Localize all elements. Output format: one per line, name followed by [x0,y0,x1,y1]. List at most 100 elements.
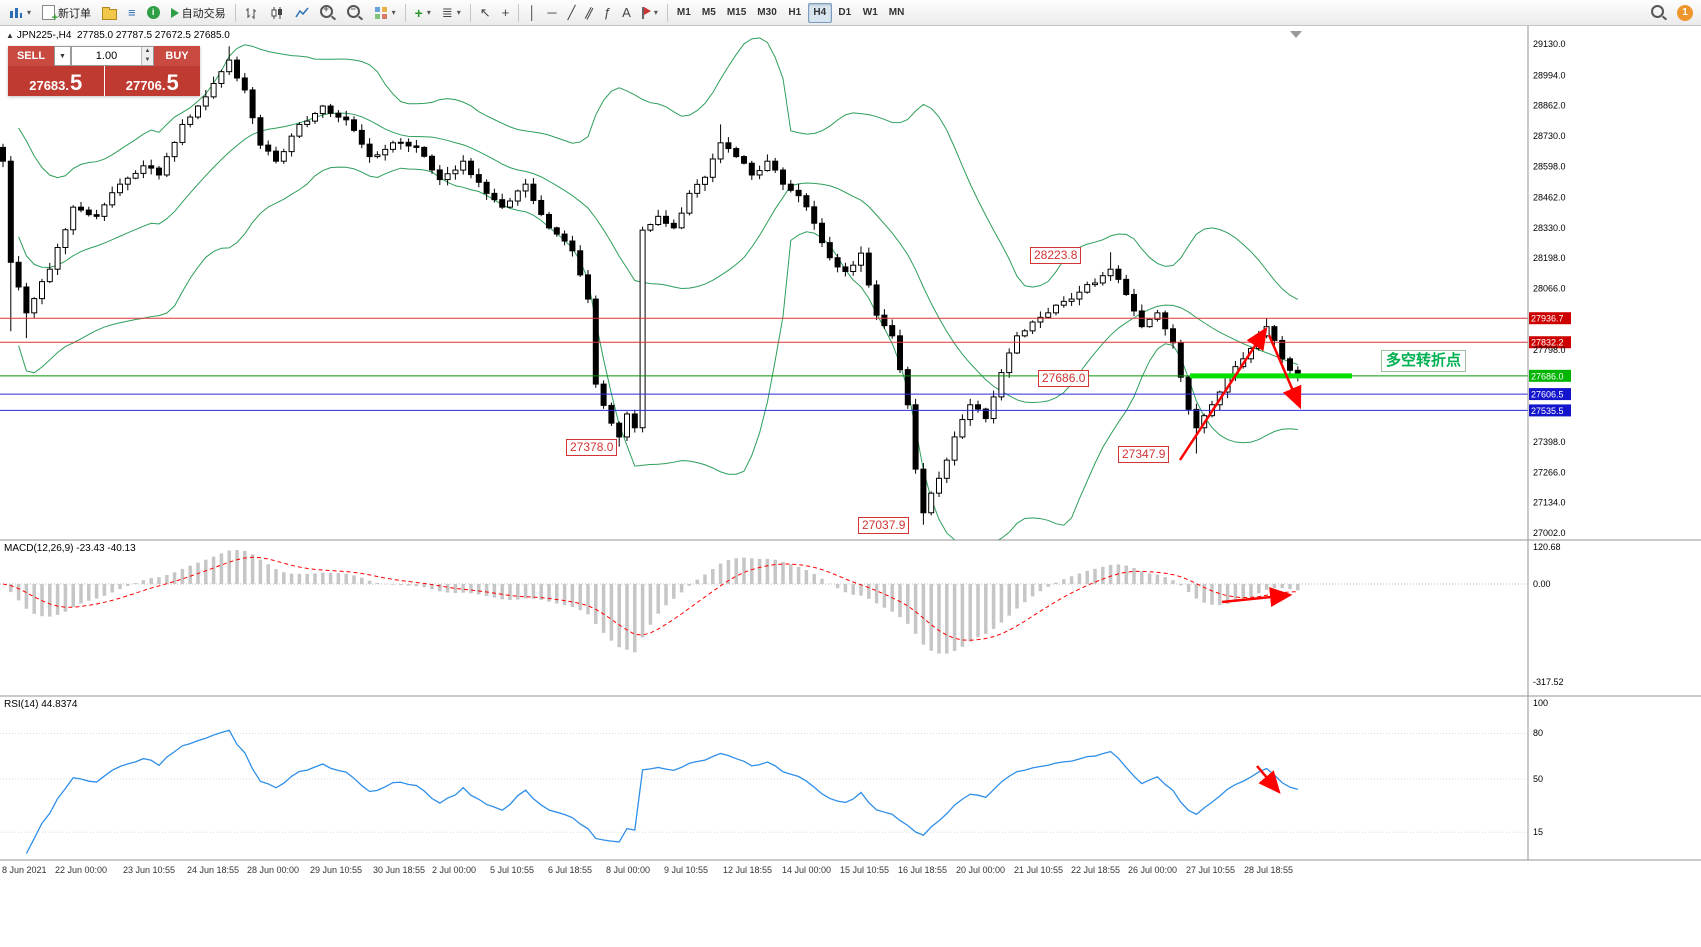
crosshair-icon: + [501,4,510,20]
volume-stepper[interactable]: ▲ ▼ [141,47,153,65]
cursor-tool-button[interactable]: ↖ [475,2,496,24]
trend-arrow[interactable] [1221,587,1293,607]
volume-input[interactable] [72,49,141,63]
notification-badge[interactable]: 1 [1677,4,1693,21]
price-annotation[interactable]: 27347.9 [1118,446,1170,463]
sell-price[interactable]: 27683. 5 [8,66,104,96]
fibonacci-tool-button[interactable]: ƒ [599,2,616,24]
macd-signal-line [2,556,1298,641]
toolbar-separator [666,3,668,22]
trend-arrow[interactable] [1178,326,1268,461]
stepper-up-icon[interactable]: ▲ [142,47,153,56]
channel-icon: ∥ [583,3,597,21]
macd-axis-label: -317.52 [1533,677,1564,687]
new-order-button[interactable]: 新订单 [37,2,96,24]
buy-price-head: 27706. [125,78,166,93]
price-tag [1529,312,1571,325]
main-toolbar: ▾ 新订单 ≡ 自动交易 + − [0,0,1701,26]
rsi-axis-label: 80 [1533,728,1543,738]
flag-icon [641,6,651,19]
chart-shift-marker[interactable] [1290,31,1302,38]
shapes-tool-button[interactable]: ▾ [637,2,663,24]
timeframe-button-m15[interactable]: M15 [722,3,751,23]
price-tag [1529,388,1571,401]
search-button[interactable] [1646,2,1672,24]
crosshair-tool-button[interactable]: + [497,2,515,24]
chart-canvas[interactable]: 27936.7 27832.2 27686.0 27606.5 27535.5 29130… [0,26,1701,947]
order-type-dropdown[interactable]: ▼ [54,46,71,66]
timeframe-button-mn[interactable]: MN [884,3,910,23]
new-chart-icon [10,7,22,18]
price-axis-label: 29130.0 [1533,39,1566,49]
one-click-trade-panel: SELL ▼ ▲▼ BUY 27683.5 27706.5 [8,46,200,96]
price-axis-label: 28994.0 [1533,70,1566,80]
trend-arrow[interactable] [1267,334,1302,410]
timeframe-button-h1[interactable]: H1 [783,3,807,23]
price-annotation[interactable]: 28223.8 [1030,247,1082,264]
time-axis-label: 14 Jul 00:00 [782,865,831,875]
time-axis-label: 27 Jul 10:55 [1186,865,1235,875]
time-axis-label: 29 Jun 10:55 [310,865,362,875]
volume-field: ▲▼ [71,46,154,66]
auto-trading-button[interactable]: 自动交易 [166,2,231,24]
timeframe-button-d1[interactable]: D1 [833,3,857,23]
new-chart-button[interactable]: ▾ [4,2,36,24]
price-axis-label: 28730.0 [1533,131,1566,141]
terminal-button[interactable] [142,2,165,24]
stepper-down-icon[interactable]: ▼ [142,56,153,65]
timeframe-button-m30[interactable]: M30 [752,3,781,23]
templates-button[interactable]: ≣ ▾ [437,2,466,24]
time-axis-label: 6 Jul 18:55 [548,865,592,875]
price-axis-label: 27002.0 [1533,528,1566,538]
time-axis-label: 20 Jul 00:00 [956,865,1005,875]
rsi-axis-label: 50 [1533,774,1543,784]
tile-windows-button[interactable]: ▾ [369,2,401,24]
channel-tool-button[interactable]: ∥ [581,2,598,24]
timeframe-button-h4[interactable]: H4 [807,2,832,23]
bar-chart-type-button[interactable] [240,2,264,24]
trendline-icon: ╱ [567,4,576,20]
timeframe-button-w1[interactable]: W1 [858,3,883,23]
price-axis-label: 28598.0 [1533,161,1566,171]
zoom-in-button[interactable]: + [315,2,341,24]
toolbar-separator [469,3,471,22]
price-tag-value: 27832.2 [1531,338,1564,348]
horizontal-line-tool-button[interactable]: ─ [542,2,561,24]
price-annotation[interactable]: 27686.0 [1038,370,1090,387]
timeframe-button-m1[interactable]: M1 [672,3,696,23]
time-axis-label: 8 Jul 00:00 [606,865,650,875]
time-axis-label: 2 Jul 00:00 [432,865,476,875]
macd-axis-label: 120.68 [1533,542,1561,552]
chevron-down-icon: ▼ [59,52,66,60]
buy-button[interactable]: BUY [154,46,200,66]
indicators-button[interactable]: + ▾ [410,2,436,24]
price-annotation[interactable]: 27378.0 [566,439,618,456]
new-order-icon [42,5,58,24]
macd-histogram [9,550,1300,654]
market-watch-icon: ≡ [128,4,136,20]
profiles-button[interactable] [97,2,122,24]
line-chart-type-button[interactable] [290,2,314,24]
text-tool-button[interactable]: A [617,2,636,24]
vertical-line-tool-button[interactable]: │ [523,2,541,24]
one-click-toggle-icon[interactable]: ▲ [6,31,14,40]
chart-symbol-info: ▲ JPN225-,H4 27785.0 27787.5 27672.5 2768… [6,30,230,41]
price-axis-label: 28862.0 [1533,101,1566,111]
price-tag [1529,336,1571,349]
rsi-axis-label: 100 [1533,698,1548,708]
time-axis-label: 12 Jul 18:55 [723,865,772,875]
candlestick-chart-type-button[interactable] [265,2,289,24]
tile-windows-icon [374,6,387,19]
zoom-out-button[interactable]: − [342,2,368,24]
trend-arrow[interactable] [1256,765,1281,794]
buy-price[interactable]: 27706. 5 [104,66,200,96]
trendline-tool-button[interactable]: ╱ [563,2,581,24]
text-annotation[interactable]: 多空转折点 [1381,350,1467,372]
price-axis-label: 28198.0 [1533,253,1566,263]
zoom-in-icon: + [319,4,333,18]
market-watch-button[interactable]: ≡ [123,2,141,24]
chevron-down-icon: ▾ [426,8,431,17]
price-annotation[interactable]: 27037.9 [858,517,910,534]
sell-button[interactable]: SELL [8,46,54,66]
timeframe-button-m5[interactable]: M5 [697,3,721,23]
